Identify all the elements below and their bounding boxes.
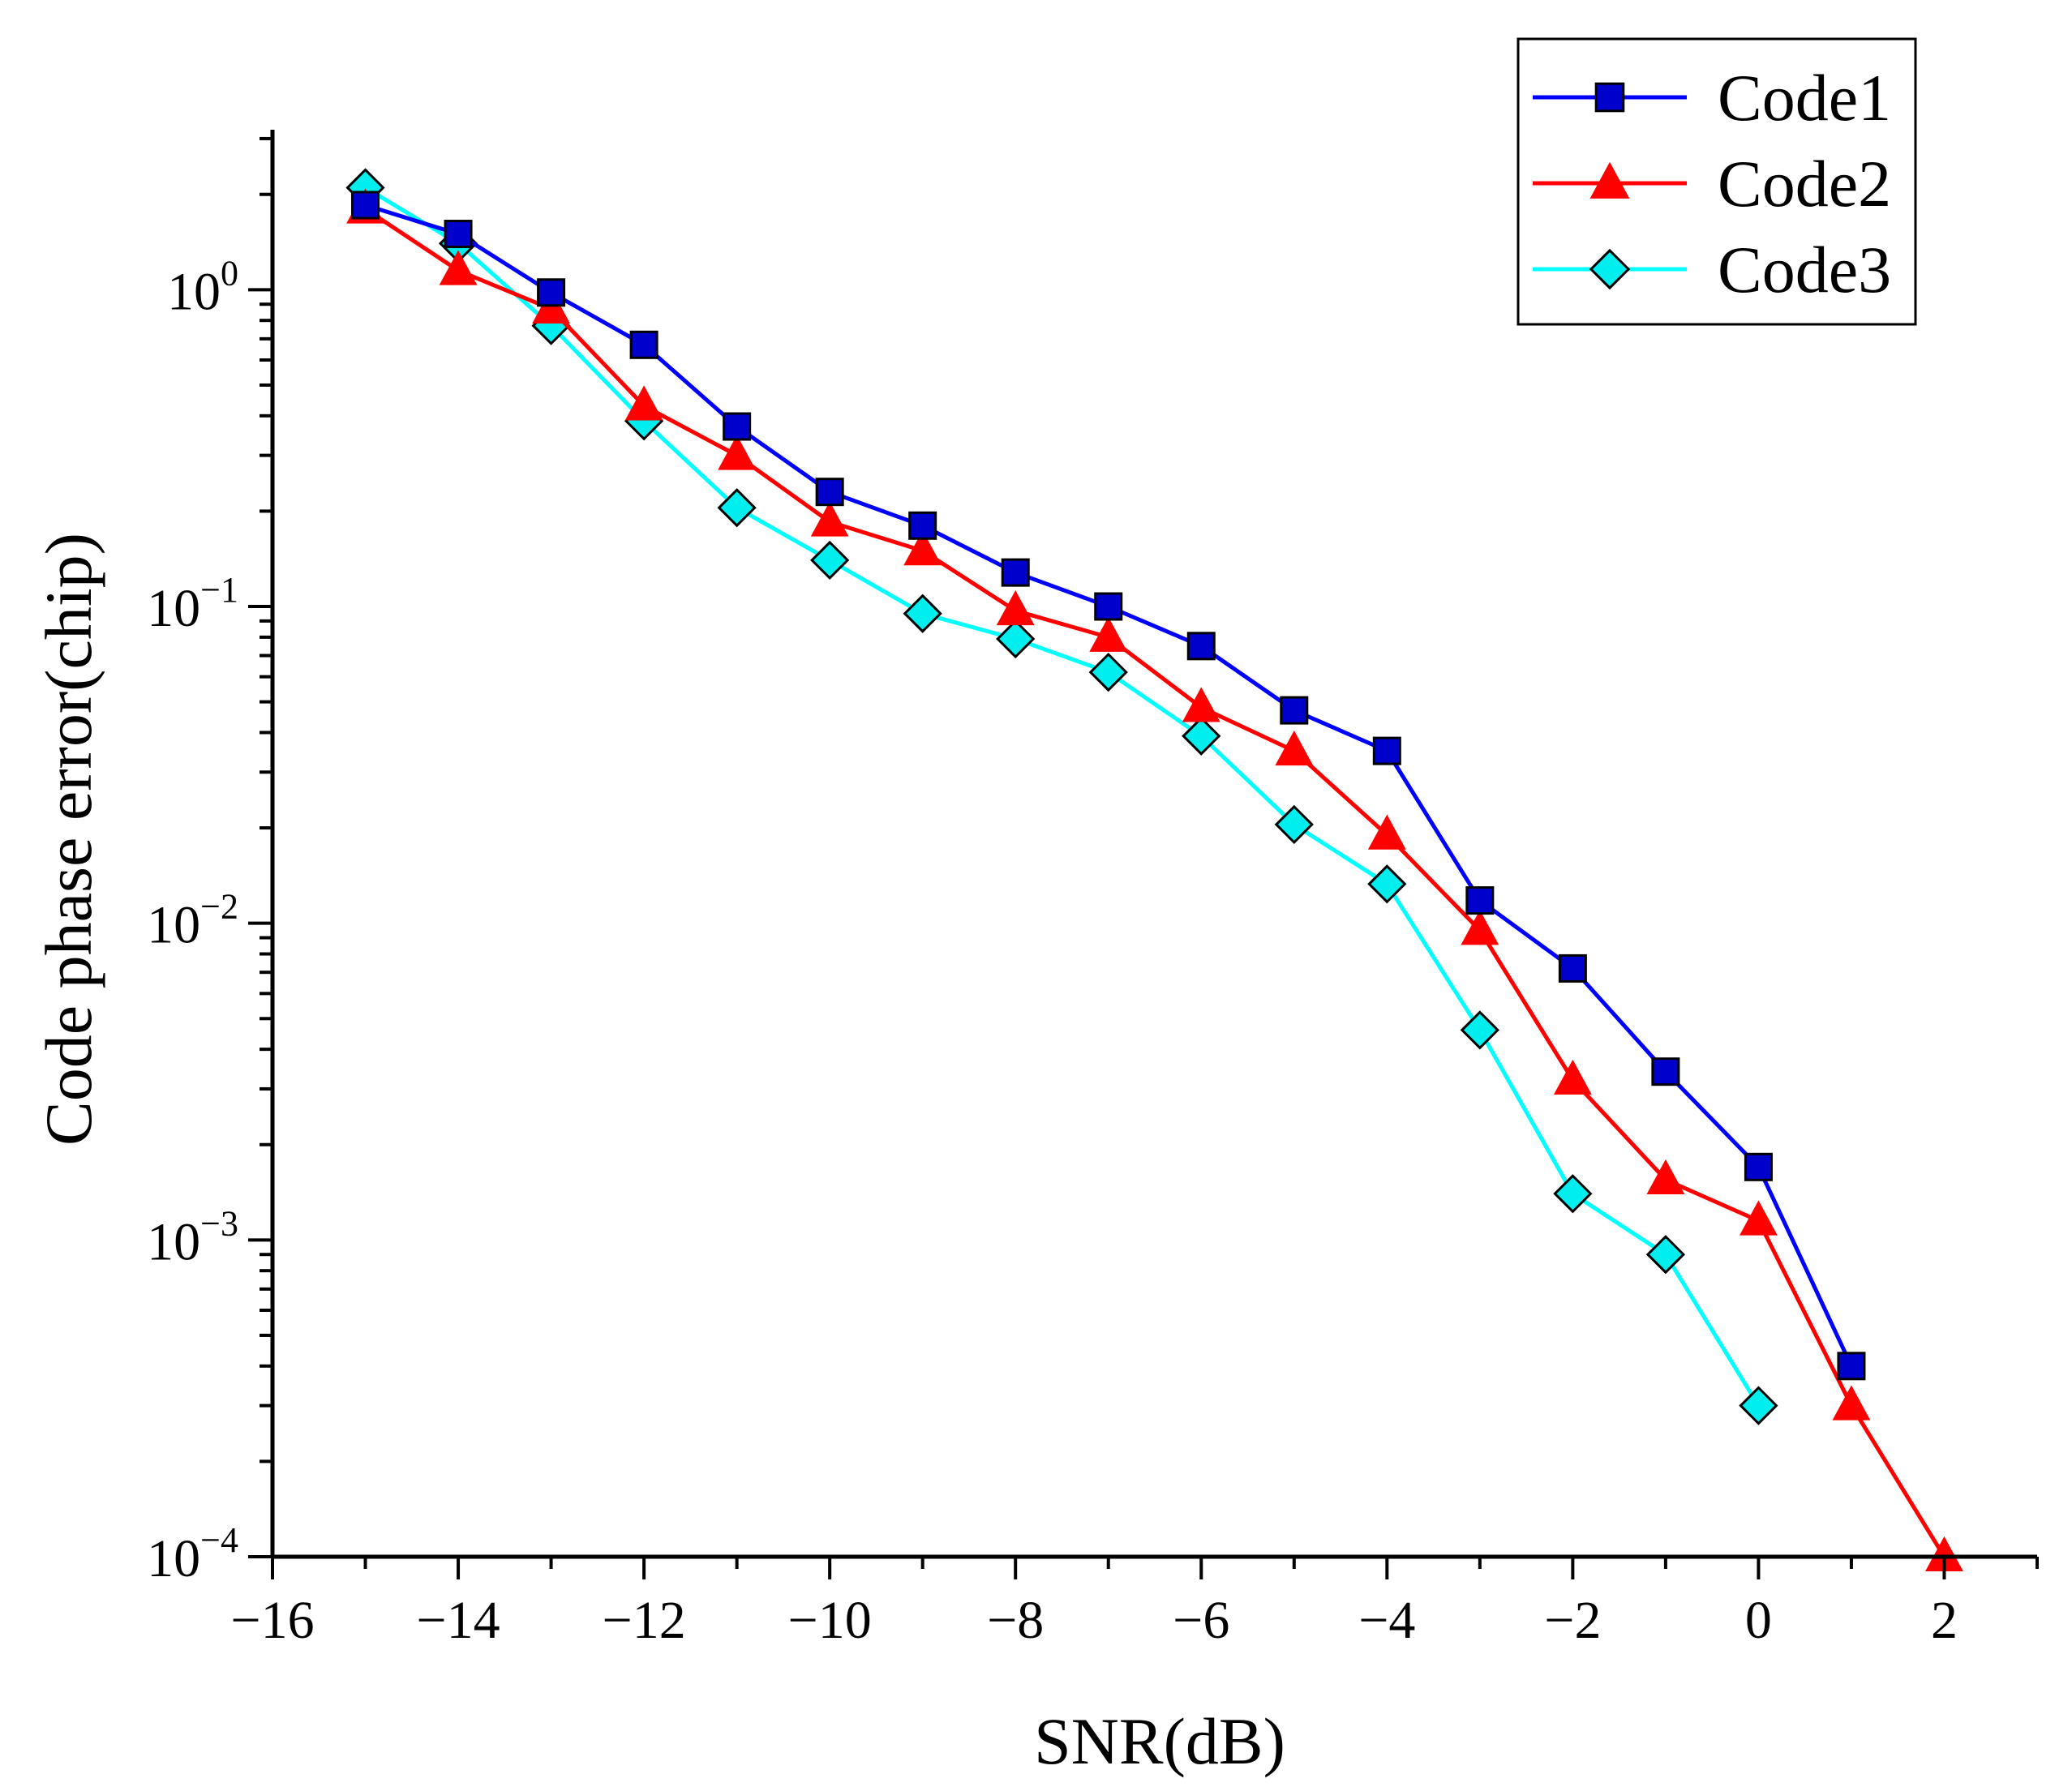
data-point-code1 bbox=[908, 511, 937, 540]
data-point-code1 bbox=[1837, 1352, 1866, 1381]
y-axis-ticks: 100 10−1 10−2 10−3 10−4 bbox=[147, 136, 272, 1588]
data-point-code2 bbox=[1367, 814, 1406, 850]
series-line-code1 bbox=[364, 203, 1854, 1367]
data-point-code1 bbox=[1372, 736, 1401, 765]
legend-marker bbox=[1589, 248, 1631, 290]
x-tick-label: −4 bbox=[1358, 1591, 1415, 1650]
data-point-code2 bbox=[1739, 1200, 1778, 1236]
legend-item-code2: Code2 bbox=[1533, 147, 1891, 221]
data-point-code2 bbox=[810, 501, 849, 537]
data-point-code3 bbox=[810, 540, 850, 581]
legend-label: Code1 bbox=[1718, 61, 1891, 135]
data-point-code3 bbox=[717, 488, 757, 528]
data-point-code1 bbox=[1094, 592, 1123, 621]
data-point-code1 bbox=[1186, 632, 1216, 661]
data-point-code3 bbox=[996, 619, 1036, 659]
x-tick-label: −10 bbox=[788, 1591, 872, 1650]
data-point-code2 bbox=[1275, 730, 1314, 766]
data-point-code1 bbox=[444, 220, 473, 249]
x-axis-label: SNR(dB) bbox=[1034, 1704, 1285, 1778]
axes bbox=[270, 130, 2037, 1559]
legend-marker bbox=[1589, 161, 1630, 199]
data-point-code1 bbox=[351, 191, 380, 220]
y-tick-label: 10−1 bbox=[147, 570, 238, 638]
data-point-code2 bbox=[718, 435, 757, 470]
x-tick-label: 2 bbox=[1931, 1591, 1958, 1650]
data-point-code2 bbox=[1646, 1159, 1685, 1194]
series-line-code3 bbox=[364, 186, 1761, 1407]
y-tick-label: 100 bbox=[167, 253, 238, 321]
data-point-code2 bbox=[1832, 1385, 1871, 1421]
x-tick-label: 0 bbox=[1745, 1591, 1772, 1650]
data-point-code1 bbox=[815, 478, 844, 507]
data-point-code1 bbox=[1280, 696, 1309, 725]
x-tick-label: −6 bbox=[1173, 1591, 1229, 1650]
y-tick-label: 10−4 bbox=[147, 1520, 238, 1588]
data-point-code2 bbox=[1182, 687, 1220, 722]
y-tick-label: 10−3 bbox=[147, 1203, 238, 1271]
series-code1 bbox=[351, 191, 1866, 1381]
x-tick-label: −8 bbox=[987, 1591, 1044, 1650]
data-point-code2 bbox=[903, 530, 942, 566]
legend-items: Code1 Code2 Code3 bbox=[1533, 61, 1891, 306]
legend-label: Code2 bbox=[1718, 147, 1891, 221]
data-point-code3 bbox=[1553, 1174, 1593, 1214]
x-tick-label: −12 bbox=[602, 1591, 685, 1650]
data-point-code3 bbox=[903, 594, 942, 633]
x-tick-label: −16 bbox=[230, 1591, 314, 1650]
series-layer bbox=[345, 168, 1963, 1571]
legend-item-code3: Code3 bbox=[1533, 233, 1891, 306]
data-point-code2 bbox=[1553, 1059, 1592, 1095]
data-point-code3 bbox=[1367, 864, 1407, 904]
y-axis-label: Code phase error(chip) bbox=[32, 533, 105, 1146]
data-point-code3 bbox=[1274, 804, 1314, 845]
data-point-code2 bbox=[1089, 616, 1128, 652]
data-point-code1 bbox=[1001, 558, 1030, 587]
x-tick-label: −14 bbox=[416, 1591, 500, 1650]
data-point-code2 bbox=[624, 385, 663, 421]
data-point-code3 bbox=[1739, 1386, 1778, 1425]
data-point-code1 bbox=[1651, 1057, 1680, 1086]
x-tick-label: −2 bbox=[1544, 1591, 1601, 1650]
data-point-code2 bbox=[996, 590, 1035, 626]
legend: Code1 Code2 Code3 bbox=[1516, 37, 1917, 326]
data-point-code2 bbox=[1461, 910, 1499, 945]
series-code3 bbox=[345, 168, 1778, 1425]
legend-item-code1: Code1 bbox=[1533, 61, 1891, 135]
legend-marker bbox=[1594, 82, 1625, 113]
data-point-code3 bbox=[1460, 1010, 1499, 1050]
x-axis-ticks: −16 −14 −12 −10 −8 −6 −4 −2 0 2 bbox=[230, 1557, 2039, 1650]
data-point-code2 bbox=[439, 250, 478, 285]
data-point-code1 bbox=[629, 330, 658, 359]
data-point-code1 bbox=[1558, 953, 1587, 983]
series-line-code2 bbox=[364, 207, 1946, 1558]
data-point-code3 bbox=[1182, 716, 1221, 756]
series-code2 bbox=[346, 188, 1963, 1571]
data-point-code1 bbox=[723, 412, 752, 441]
legend-label: Code3 bbox=[1718, 233, 1891, 306]
data-point-code1 bbox=[1465, 886, 1495, 915]
data-point-code3 bbox=[1645, 1235, 1686, 1275]
y-tick-label: 10−2 bbox=[147, 887, 238, 955]
data-point-code1 bbox=[537, 278, 566, 307]
data-point-code1 bbox=[1744, 1152, 1773, 1181]
data-point-code3 bbox=[1088, 652, 1128, 692]
